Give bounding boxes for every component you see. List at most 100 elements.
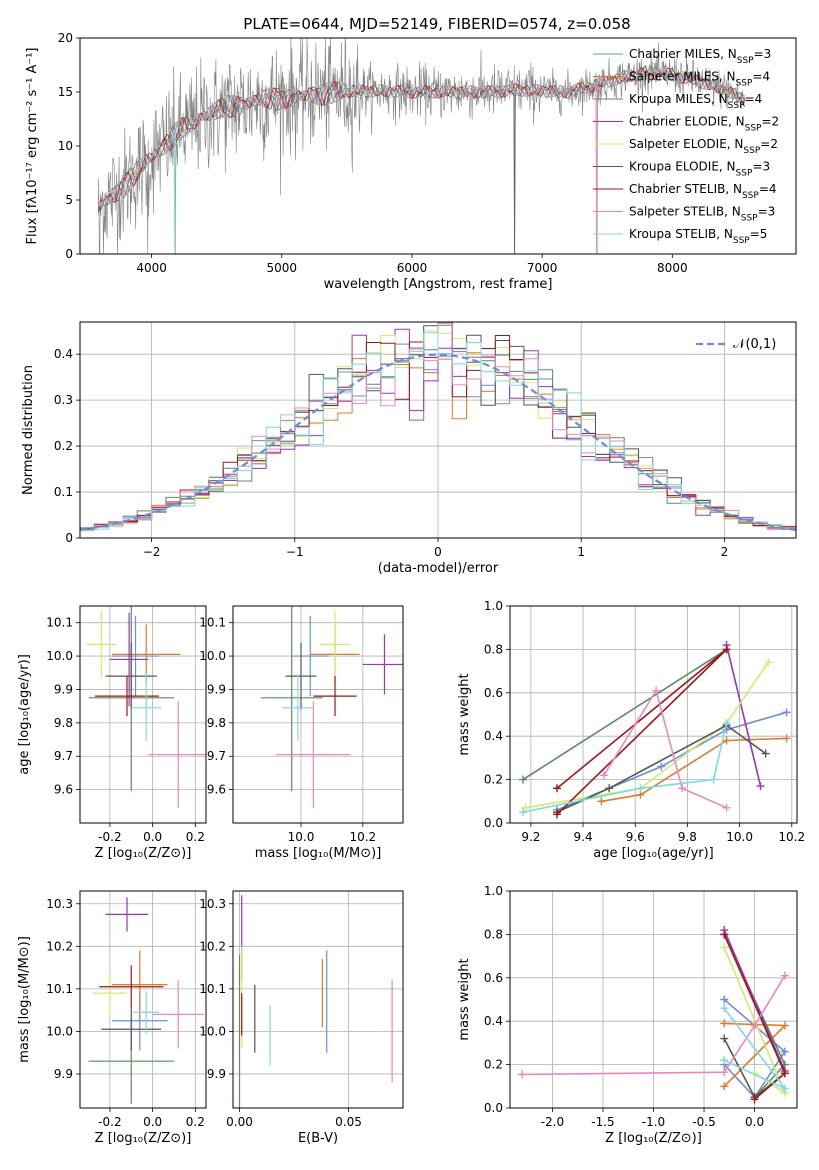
x-tick-label: 0: [434, 545, 442, 559]
weight-marker: [720, 943, 729, 952]
plot-content: [519, 641, 791, 819]
axes-frame: [79, 37, 797, 255]
y-tick-label: 0.4: [54, 347, 73, 361]
model-line: [98, 68, 746, 254]
y-tick-label: 10.3: [46, 897, 73, 911]
y-tick-label: 0.6: [484, 971, 503, 985]
weight-marker: [657, 762, 666, 771]
y-tick-label: 0.2: [484, 773, 503, 787]
legend-label: Salpeter STELIB, NSSP=3: [629, 205, 775, 224]
x-tick-label: 10.2: [778, 830, 805, 844]
plot-content: [518, 926, 789, 1104]
histogram-series: [80, 332, 796, 531]
panel-weight-vs-age: 9.2 9.4 9.6 9.8 10.0 10.2 0.0 0.2 0.4 0.6 0.8 1.0 ag…: [457, 599, 805, 861]
y-tick-label: 9.9: [207, 1067, 226, 1081]
x-tick-label: 9.4: [574, 830, 593, 844]
panel-mass-vs-ebv: 0.00 0.05 9.9 10.0 10.1 10.2 10.3 E(B-V): [199, 890, 404, 1146]
panel-residuals: −2 −1 0 1 2 0 0.1 0.2 0.3 0.4 𝒩(0,1) (data-model)/e…: [21, 321, 797, 576]
x-tick-label: 9.6: [626, 830, 645, 844]
x-axis-label: age [log₁₀(age/yr)]: [593, 846, 714, 861]
weight-marker: [720, 995, 729, 1004]
weight-line: [522, 975, 786, 1076]
weight-marker: [756, 782, 765, 791]
weight-marker: [782, 708, 791, 717]
y-tick-label: 0.4: [484, 1014, 503, 1028]
x-tick-label: -2.0: [541, 1115, 564, 1129]
weight-marker: [720, 930, 729, 939]
x-axis-label: Z [log₁₀(Z/Z⊙)]: [95, 1131, 192, 1146]
y-tick-label: 9.8: [54, 716, 73, 730]
x-tick-label: 0.2: [186, 1115, 205, 1129]
axes-frame: [232, 890, 404, 1109]
y-tick-label: 5: [65, 193, 73, 207]
y-tick-label: 0.2: [484, 1058, 503, 1072]
legend: Chabrier MILES, NSSP=3 Salpeter MILES, NS…: [593, 47, 779, 246]
legend-label: Chabrier STELIB, NSSP=4: [629, 182, 777, 201]
y-tick-label: 10.0: [46, 1024, 73, 1038]
weight-marker: [678, 784, 687, 793]
x-tick-label: 10.0: [726, 830, 753, 844]
weight-marker: [780, 1069, 789, 1078]
y-tick-label: 9.8: [207, 716, 226, 730]
y-tick-label: 0.1: [54, 485, 73, 499]
x-tick-label: 8000: [657, 261, 688, 275]
weight-marker: [652, 686, 661, 695]
weight-marker: [780, 1021, 789, 1030]
x-tick-label: 0.05: [335, 1115, 362, 1129]
weight-marker: [519, 775, 528, 784]
x-tick-label: −2: [143, 545, 161, 559]
y-tick-label: 0.3: [54, 393, 73, 407]
y-tick-label: 9.7: [54, 749, 73, 763]
y-tick-label: 15: [58, 85, 73, 99]
y-tick-label: 10.1: [46, 616, 73, 630]
y-tick-label: 10.1: [199, 982, 226, 996]
axes-frame: [509, 890, 798, 1109]
weight-marker: [709, 775, 718, 784]
y-axis-label: mass weight: [457, 958, 472, 1040]
x-tick-label: 7000: [527, 261, 558, 275]
legend-label: 𝒩(0,1): [733, 337, 776, 352]
plot-content: [86, 606, 206, 808]
weight-line: [601, 737, 787, 803]
y-tick-label: 1.0: [484, 884, 503, 898]
y-tick-label: 1.0: [484, 599, 503, 613]
y-axis-label: age [log₁₀(age/yr)]: [17, 654, 32, 775]
axes-frame: [232, 605, 404, 824]
y-tick-label: 0.0: [484, 1101, 503, 1115]
y-tick-label: 9.9: [54, 1067, 73, 1081]
weight-marker: [552, 784, 561, 793]
weight-marker: [780, 971, 789, 980]
x-tick-label: 2: [721, 545, 729, 559]
weight-marker: [722, 736, 731, 745]
plot-area: [510, 606, 797, 823]
panel-mass-vs-metallicity: -0.2 0.0 0.2 9.9 10.0 10.1 10.2 10.3 Z [log₁₀(Z/…: [17, 890, 207, 1146]
panel-weight-vs-metallicity: -2.0 -1.5 -1.0 -0.5 0.0 0.0 0.2 0.4 0.6 0.8 1.0 Z […: [457, 884, 798, 1146]
y-tick-label: 10: [58, 139, 73, 153]
y-axis-label: Normed distribution: [21, 365, 36, 495]
y-tick-label: 0.8: [484, 927, 503, 941]
normal-curve: [80, 353, 796, 531]
x-tick-label: 0.0: [143, 1115, 162, 1129]
weight-line: [525, 661, 769, 809]
y-tick-label: 0: [65, 247, 73, 261]
y-tick-label: 10.0: [46, 649, 73, 663]
weight-marker: [780, 1084, 789, 1093]
weight-marker: [552, 810, 561, 819]
x-tick-label: -0.5: [692, 1115, 715, 1129]
weight-marker: [605, 784, 614, 793]
axes-frame: [509, 605, 798, 824]
x-tick-label: 4000: [136, 261, 167, 275]
x-axis-label: Z [log₁₀(Z/Z⊙)]: [95, 846, 192, 861]
weight-marker: [720, 1004, 729, 1013]
y-tick-label: 10.0: [199, 1024, 226, 1038]
weight-line: [723, 929, 786, 1072]
weight-marker: [750, 1021, 759, 1030]
weight-marker: [722, 719, 731, 728]
axes-frame: [79, 321, 797, 539]
weight-marker: [782, 734, 791, 743]
legend-label: Chabrier MILES, NSSP=3: [629, 47, 771, 66]
weight-marker: [761, 749, 770, 758]
x-tick-label: -0.2: [98, 1115, 121, 1129]
weight-marker: [597, 797, 606, 806]
legend-label: Kroupa MILES, NSSP=4: [629, 92, 762, 111]
